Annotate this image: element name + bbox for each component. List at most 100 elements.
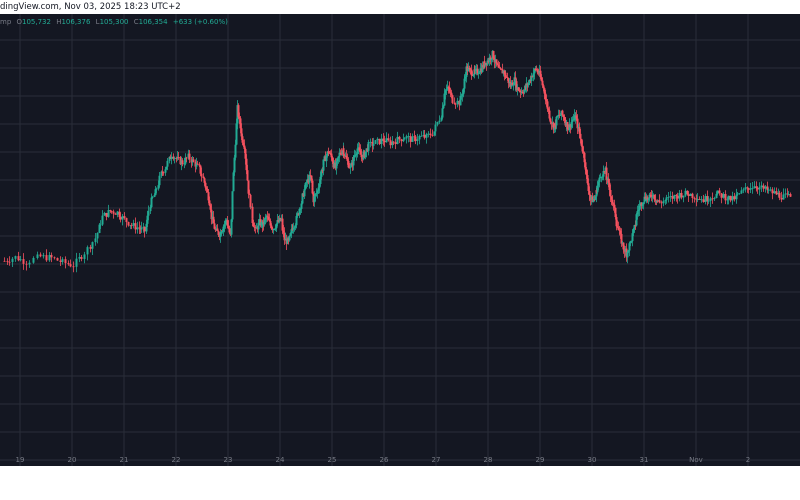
candle-body (498, 67, 501, 69)
time-axis: 19 20 21 22 23 24 25 26 27 28 29 30 31 Nov 2 (16, 456, 751, 464)
candle-body (478, 72, 481, 74)
candle-body (134, 223, 137, 230)
candle-body (647, 198, 650, 201)
candle-body (747, 188, 750, 190)
candle-body (226, 219, 229, 226)
candle-body (442, 105, 445, 109)
candle-body (556, 115, 559, 117)
candle-body (166, 160, 169, 167)
candle-body (581, 145, 584, 152)
candle-body (192, 159, 195, 162)
candle-body (615, 217, 618, 222)
candle-body (396, 136, 399, 144)
candle-body (107, 210, 110, 217)
candle-body (150, 197, 153, 208)
candle-body (619, 230, 622, 234)
candle-body (212, 216, 215, 224)
candle-body (270, 225, 273, 229)
candle-body (98, 224, 101, 234)
candle-body (199, 165, 202, 174)
candle-body (198, 164, 201, 166)
candle-body (665, 197, 668, 201)
candle-body (328, 152, 331, 154)
candle-body (414, 136, 417, 141)
x-tick-label: 24 (276, 456, 285, 464)
candle-body (570, 122, 573, 128)
candle-body (109, 210, 112, 212)
candle-body (147, 211, 150, 216)
candle-body (464, 76, 467, 79)
candle-body (380, 138, 383, 145)
candle-body (72, 266, 75, 268)
candle-body (660, 202, 663, 204)
candle-body (369, 141, 372, 143)
candle-body (101, 215, 104, 225)
candle-body (613, 204, 616, 208)
candle-body (234, 144, 237, 158)
candle-body (6, 260, 9, 262)
candle-body (138, 227, 141, 229)
candle-body (764, 186, 767, 189)
candle-body (231, 203, 234, 220)
candle-body (330, 153, 333, 158)
candle-body (449, 91, 452, 93)
candle-body (591, 196, 594, 203)
candle-body (627, 250, 630, 252)
candle-body (364, 151, 367, 158)
candle-body (654, 199, 657, 201)
candle-body (618, 230, 621, 231)
candle-body (403, 138, 406, 140)
candle-body (469, 68, 472, 70)
candle-body (601, 176, 604, 178)
candle-body (154, 189, 157, 196)
candle-body (548, 110, 551, 119)
candle-body (292, 227, 295, 230)
candle-body (206, 189, 209, 193)
candle-body (588, 190, 591, 196)
candle-body (596, 185, 599, 193)
candle-body (275, 223, 278, 229)
candle-body (650, 195, 653, 197)
candle-body (336, 158, 339, 162)
candle-body (445, 89, 448, 91)
candle-body (241, 136, 244, 143)
candle-body (535, 69, 538, 70)
candle-body (293, 227, 296, 229)
candle-body (440, 117, 443, 121)
candle-body (389, 140, 392, 146)
candle-body (405, 136, 408, 139)
x-tick-label: 21 (120, 456, 129, 464)
candle-body (164, 169, 167, 173)
x-tick-label: 19 (16, 456, 25, 464)
x-tick-label: 23 (224, 456, 233, 464)
candle-body (671, 196, 674, 199)
candle-body (359, 150, 362, 155)
candle-body (338, 152, 341, 157)
candle-body (103, 212, 106, 216)
candle-body (407, 136, 410, 137)
candle-body (207, 192, 210, 201)
candle-body (583, 152, 586, 163)
candle-body (385, 138, 388, 143)
candle-body (69, 264, 72, 267)
candle-body (521, 91, 524, 93)
candle-body (541, 80, 544, 86)
candle-body (78, 257, 81, 259)
candle-body (219, 232, 222, 238)
chart-pane[interactable] (0, 14, 800, 466)
candle-body (787, 194, 790, 195)
candle-body (254, 226, 257, 228)
candle-body (540, 77, 543, 81)
x-tick-label: 2 (746, 456, 750, 464)
candle-body (48, 254, 51, 261)
candle-body (511, 82, 514, 86)
candle-body (274, 228, 277, 230)
candle-body (602, 171, 605, 177)
candle-body (512, 84, 515, 86)
candle-body (210, 210, 213, 220)
candle-body (448, 87, 451, 92)
candle-body (459, 96, 462, 106)
candle-body (546, 101, 549, 109)
candle-body (227, 225, 230, 229)
